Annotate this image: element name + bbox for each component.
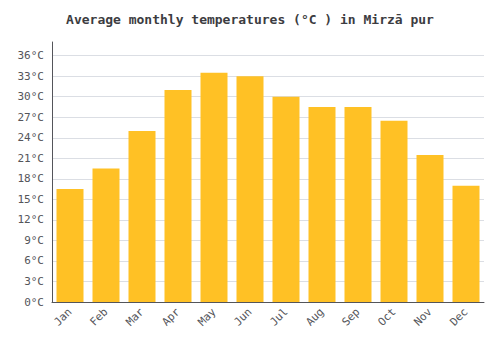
- svg-text:27°C: 27°C: [18, 111, 45, 124]
- svg-text:30°C: 30°C: [18, 90, 45, 103]
- svg-text:May: May: [195, 305, 218, 328]
- svg-text:Jul: Jul: [267, 305, 290, 328]
- svg-text:12°C: 12°C: [18, 213, 45, 226]
- svg-text:21°C: 21°C: [18, 152, 45, 165]
- svg-text:3°C: 3°C: [24, 275, 44, 288]
- svg-text:Average monthly temperatures (: Average monthly temperatures (°C ) in Mi…: [66, 12, 434, 27]
- svg-text:Jun: Jun: [231, 305, 254, 328]
- svg-text:Mar: Mar: [123, 305, 146, 328]
- svg-text:24°C: 24°C: [18, 131, 45, 144]
- svg-text:9°C: 9°C: [24, 234, 44, 247]
- svg-text:18°C: 18°C: [18, 172, 45, 185]
- svg-text:0°C: 0°C: [24, 296, 44, 309]
- svg-text:Dec: Dec: [447, 305, 470, 328]
- svg-text:Jan: Jan: [51, 305, 74, 328]
- svg-text:Sep: Sep: [339, 305, 362, 328]
- svg-text:Aug: Aug: [303, 305, 326, 328]
- svg-text:36°C: 36°C: [18, 49, 45, 62]
- svg-text:33°C: 33°C: [18, 70, 45, 83]
- svg-text:Apr: Apr: [159, 305, 182, 328]
- svg-text:Nov: Nov: [411, 305, 434, 328]
- svg-text:15°C: 15°C: [18, 193, 45, 206]
- svg-text:Oct: Oct: [375, 305, 398, 328]
- svg-text:6°C: 6°C: [24, 254, 44, 267]
- svg-text:Feb: Feb: [87, 305, 110, 328]
